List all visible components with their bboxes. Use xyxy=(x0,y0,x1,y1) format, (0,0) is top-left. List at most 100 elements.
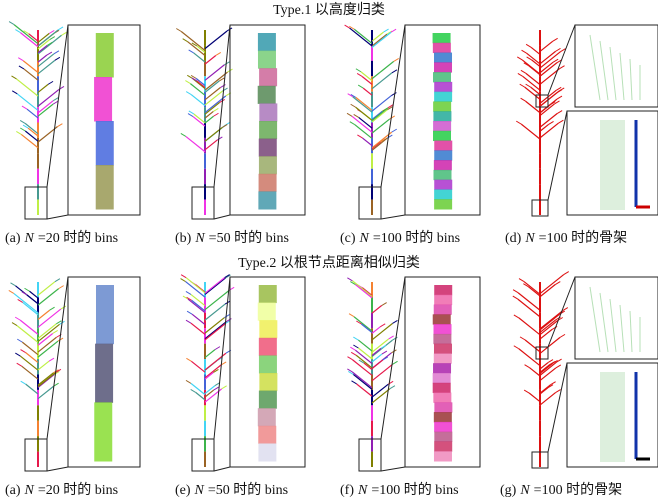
inset-box xyxy=(25,439,47,471)
twig xyxy=(186,92,191,95)
branch xyxy=(353,97,372,112)
bin-segment xyxy=(433,393,451,403)
bin-segment xyxy=(434,150,452,160)
twig xyxy=(551,382,556,385)
caption-variable: N xyxy=(24,483,35,498)
inset-box xyxy=(359,439,381,471)
bin-segment xyxy=(433,334,451,344)
bin-segment xyxy=(434,344,452,354)
bin-segment xyxy=(434,305,452,315)
zoom-link xyxy=(381,215,405,219)
bin-segment xyxy=(259,373,277,391)
branch xyxy=(205,88,220,100)
caption-label: (f) xyxy=(340,483,354,498)
bin-segment xyxy=(433,43,451,53)
bin-segment xyxy=(94,402,112,461)
branch xyxy=(540,393,556,405)
caption-text: =100 时的 bins xyxy=(371,482,458,498)
twig xyxy=(352,381,357,384)
twig xyxy=(524,390,529,393)
zoom-link xyxy=(47,467,68,471)
bin-segment xyxy=(434,441,452,451)
zoom-link xyxy=(381,467,405,471)
twig xyxy=(176,29,181,32)
twig xyxy=(357,135,362,138)
twig xyxy=(351,104,356,107)
branch xyxy=(38,324,60,341)
twig xyxy=(553,59,558,62)
twig xyxy=(519,279,524,282)
bin-segment xyxy=(96,121,114,166)
twig xyxy=(516,121,521,124)
twig xyxy=(356,69,361,72)
inset-box xyxy=(359,187,381,219)
bin-segment xyxy=(434,199,452,209)
skeleton-trace xyxy=(600,120,625,210)
twig xyxy=(186,291,191,294)
twig xyxy=(16,131,21,134)
branch xyxy=(356,97,372,110)
zoom-box xyxy=(575,25,658,107)
branch xyxy=(353,374,372,389)
branch xyxy=(372,142,381,149)
bin-segment xyxy=(433,111,451,121)
branch xyxy=(38,324,56,339)
twig xyxy=(392,320,397,323)
bin-segment xyxy=(258,33,276,51)
zoom-link xyxy=(214,215,230,219)
branch xyxy=(38,310,50,319)
skeleton-trace xyxy=(630,311,632,352)
bin-segment xyxy=(259,338,277,356)
zoom-link xyxy=(214,25,230,187)
branch xyxy=(191,95,205,106)
branch xyxy=(38,289,59,306)
caption: (b)N=50 时的 bins xyxy=(175,230,289,246)
bin-segment xyxy=(433,121,451,131)
twig xyxy=(384,29,389,32)
twig xyxy=(214,387,219,390)
twig xyxy=(563,308,568,311)
bin-segment xyxy=(434,92,452,102)
bin-segment xyxy=(434,62,452,72)
twig xyxy=(347,369,352,372)
twig xyxy=(347,357,352,360)
branch xyxy=(205,350,215,358)
twig xyxy=(19,66,24,69)
caption: (e)N=50 时的 bins xyxy=(175,482,288,498)
branch xyxy=(22,342,38,355)
caption-label: (d) xyxy=(505,231,522,246)
branch xyxy=(531,47,540,54)
twig xyxy=(18,58,23,61)
bin-segment xyxy=(94,77,112,122)
twig xyxy=(354,114,359,117)
twig xyxy=(53,98,58,101)
twig xyxy=(15,30,20,33)
branch xyxy=(354,317,372,331)
twig xyxy=(347,278,352,281)
branch xyxy=(540,275,564,294)
twig xyxy=(12,91,17,94)
branch xyxy=(191,323,205,334)
twig xyxy=(526,44,531,47)
branch xyxy=(38,372,56,386)
twig xyxy=(390,386,395,389)
twig xyxy=(186,320,191,323)
caption-text: =50 时的 bins xyxy=(209,230,289,246)
twig xyxy=(22,106,27,109)
twig xyxy=(20,120,25,123)
bin-segment xyxy=(433,363,451,373)
twig xyxy=(57,124,62,127)
branch xyxy=(363,88,372,95)
twig xyxy=(15,317,20,320)
branch xyxy=(38,101,53,113)
branch xyxy=(361,324,372,333)
twig xyxy=(213,113,218,116)
bin-segment xyxy=(96,33,114,78)
twig xyxy=(181,275,186,278)
branch xyxy=(38,104,53,116)
twig xyxy=(391,29,396,32)
twig xyxy=(61,306,66,309)
branch xyxy=(191,383,205,394)
twig xyxy=(351,352,356,355)
skeleton-trace xyxy=(630,59,632,100)
